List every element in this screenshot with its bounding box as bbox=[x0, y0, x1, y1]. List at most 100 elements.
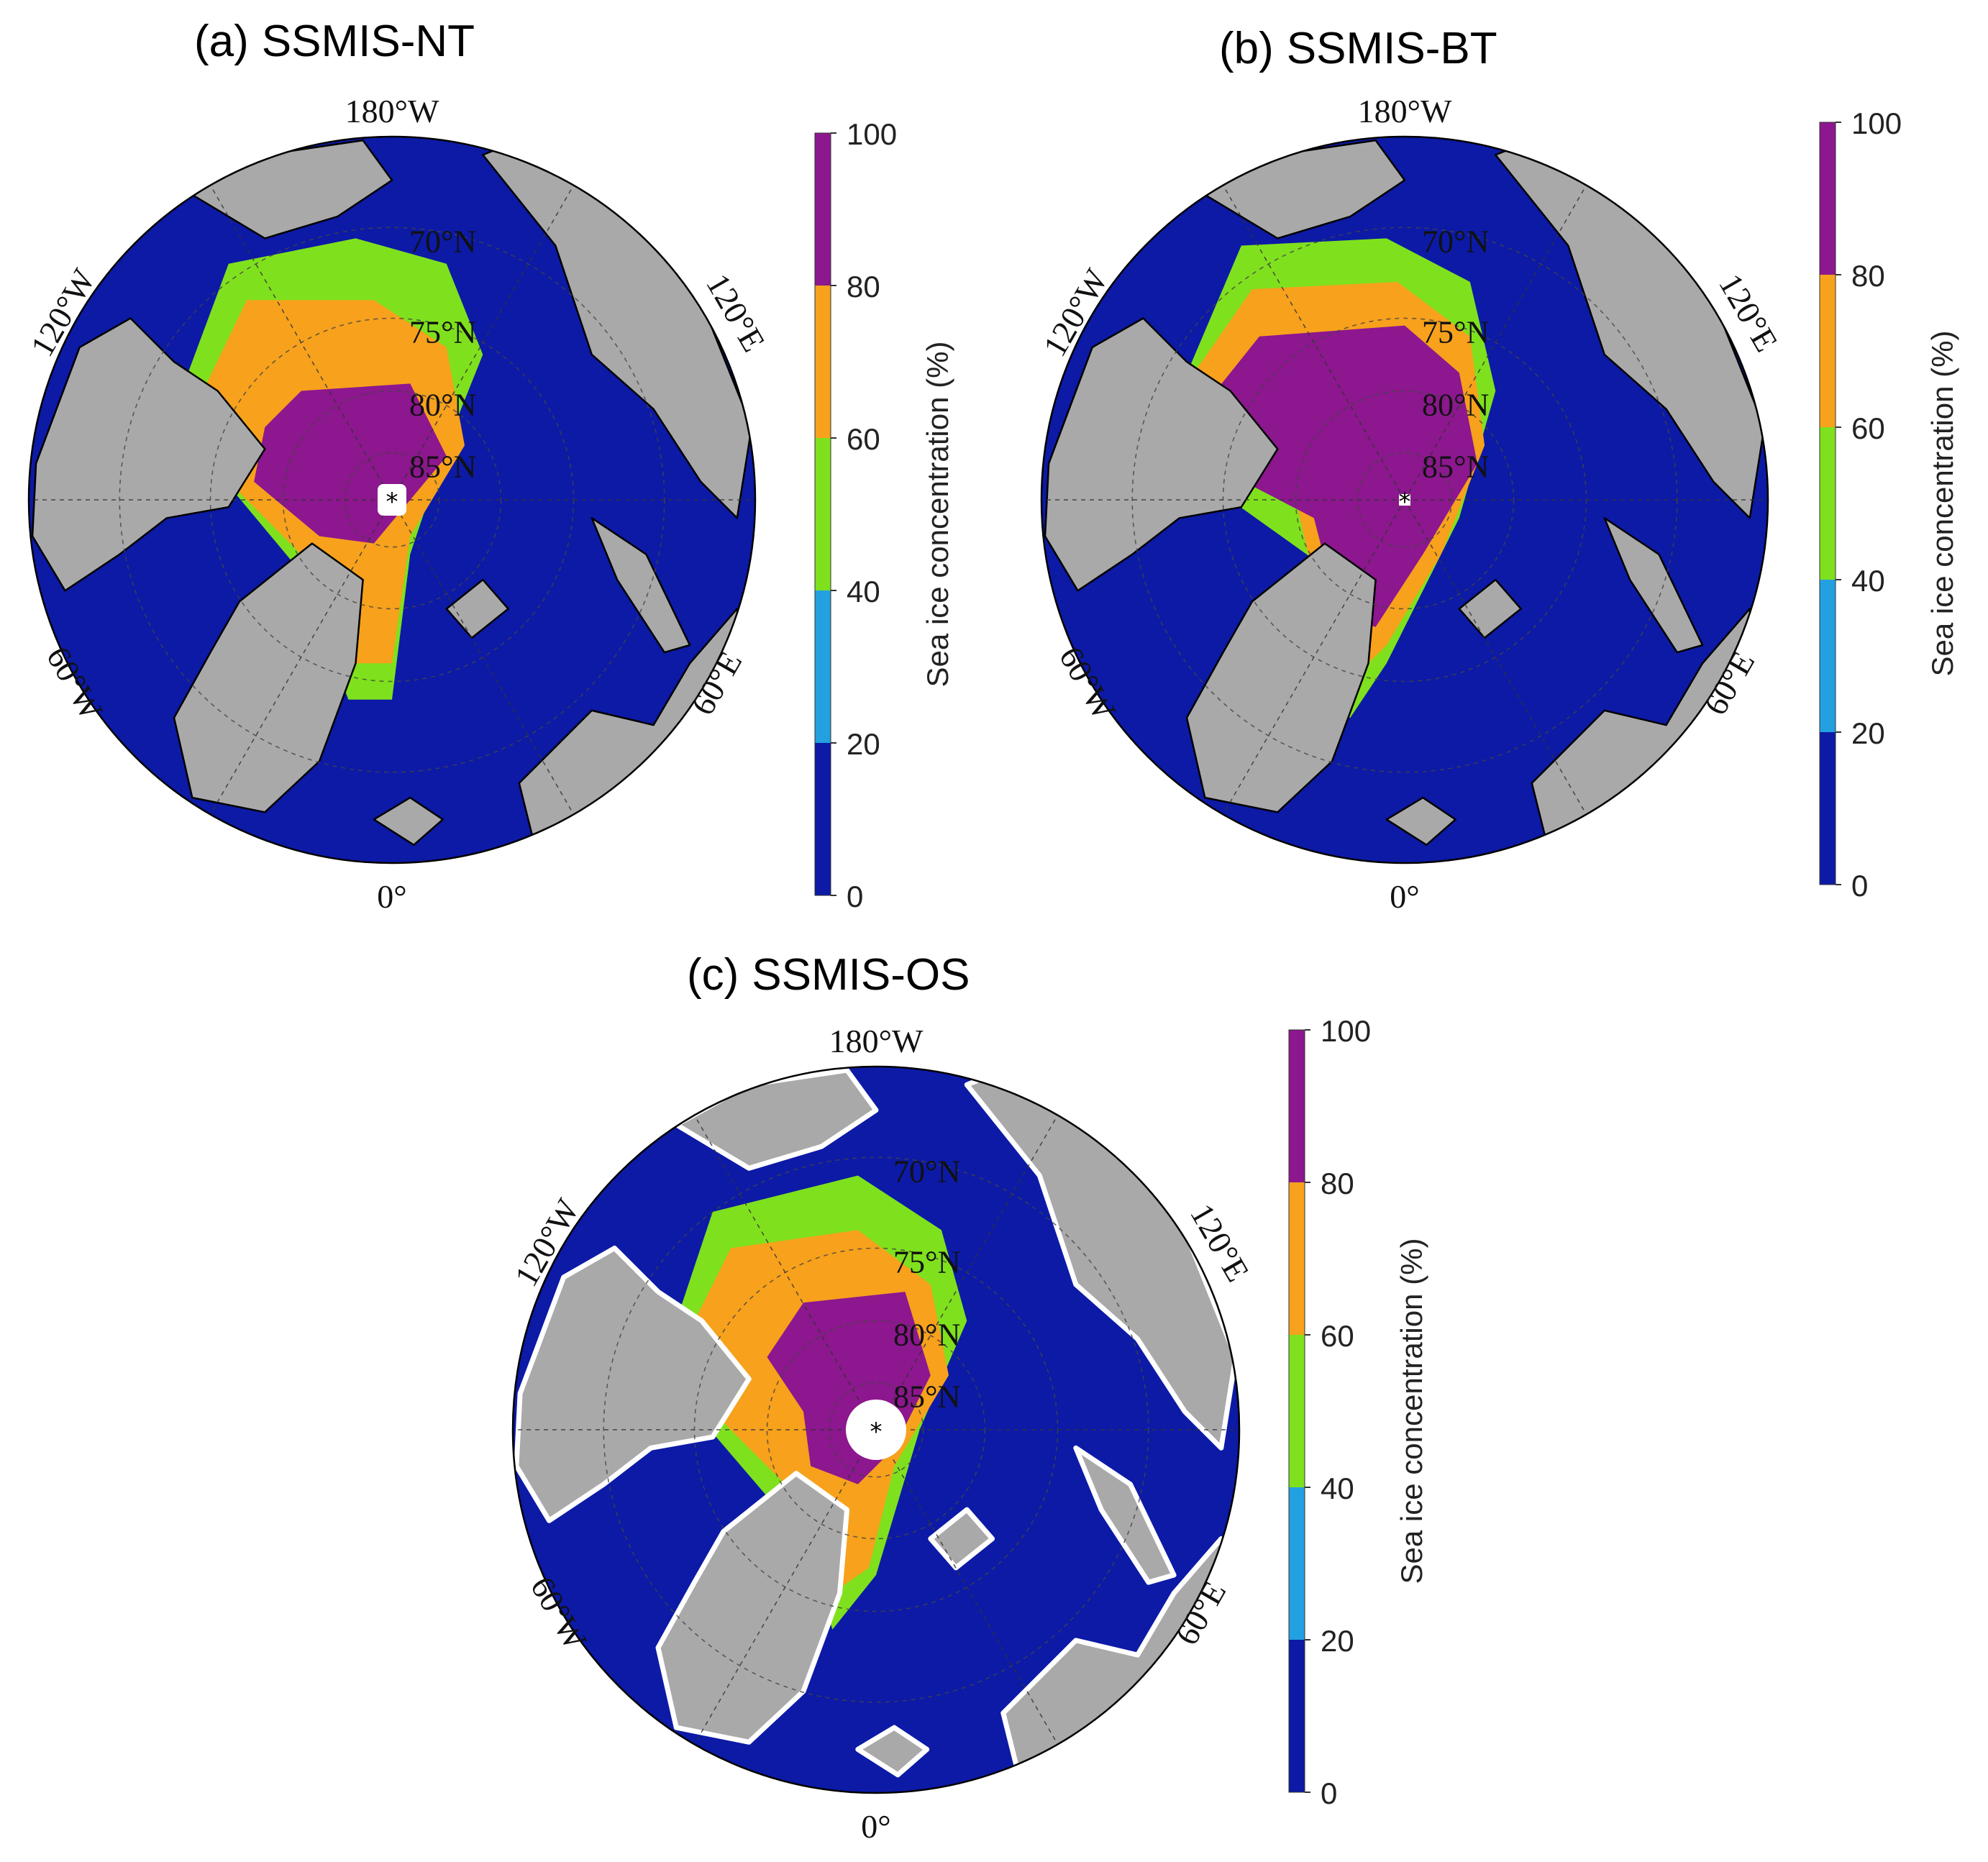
meridian-line bbox=[209, 185, 393, 501]
panel-tag: (b) bbox=[1219, 24, 1274, 73]
pole-marker: * bbox=[386, 488, 398, 516]
map-border bbox=[27, 135, 757, 864]
colorbar-segment bbox=[815, 438, 831, 590]
latitude-label: 75°N bbox=[893, 1245, 960, 1280]
latitude-label: 85°N bbox=[409, 449, 476, 484]
latitude-circle bbox=[119, 227, 665, 773]
meridian-line bbox=[209, 499, 393, 815]
colorbar-segment bbox=[1820, 275, 1836, 427]
latitude-label: 70°N bbox=[409, 224, 476, 259]
latitude-label: 75°N bbox=[409, 315, 476, 350]
land-greenland bbox=[173, 542, 364, 813]
colorbar-segment bbox=[1820, 427, 1836, 580]
colorbar-tick-label: 0 bbox=[847, 880, 863, 913]
map-border bbox=[511, 1065, 1241, 1794]
colorbar-title: Sea ice concentration (%) bbox=[1925, 331, 1959, 677]
colorbar-frame bbox=[1288, 1029, 1305, 1793]
latitude-label: 80°N bbox=[893, 1318, 960, 1353]
longitude-label-top: 180°W bbox=[345, 93, 439, 129]
land-greenland bbox=[655, 1471, 850, 1745]
pole-hole bbox=[378, 484, 406, 516]
latitude-label: 70°N bbox=[893, 1154, 960, 1189]
land-svalbard bbox=[445, 578, 509, 639]
colorbar-a: 0 20 40 60 80 100 Sea ice concentration (%) bbox=[814, 117, 954, 913]
panel-name: SSMIS-BT bbox=[1286, 24, 1497, 73]
colorbar-segment bbox=[1289, 1640, 1305, 1792]
colorbar-tick-label: 60 bbox=[847, 422, 880, 456]
colorbar-segment bbox=[1289, 1487, 1305, 1640]
meridian-line bbox=[875, 1429, 1059, 1745]
colorbar-segment bbox=[815, 133, 831, 286]
latitude-circle bbox=[1131, 227, 1678, 773]
map-layers bbox=[513, 1067, 1239, 1789]
meridian-line bbox=[1404, 185, 1587, 501]
panel-name: SSMIS-NT bbox=[261, 17, 475, 66]
longitude-label-top: 180°W bbox=[829, 1023, 924, 1059]
colorbar-segment bbox=[815, 590, 831, 743]
colorbar-tick-label: 40 bbox=[1851, 564, 1885, 598]
land-svalbard bbox=[1458, 578, 1522, 639]
meridian-line bbox=[1404, 499, 1587, 815]
latitude-circle bbox=[603, 1156, 1149, 1703]
panel-title: (a) SSMIS-NT bbox=[194, 16, 475, 67]
longitude-label-bottom: 0° bbox=[377, 878, 406, 915]
map-border bbox=[1040, 135, 1769, 864]
latitude-label: 70°N bbox=[1422, 224, 1489, 259]
meridian-line bbox=[693, 1115, 877, 1430]
colorbar-tick-label: 100 bbox=[847, 117, 897, 151]
pole-hole bbox=[846, 1400, 906, 1460]
latitude-circle bbox=[766, 1320, 986, 1540]
pole-hole bbox=[1399, 494, 1410, 506]
latitude-circle bbox=[1295, 390, 1515, 610]
longitude-label-bottom: 0° bbox=[861, 1808, 890, 1845]
panel-title: (b) SSMIS-BT bbox=[1219, 23, 1497, 74]
land-iceland bbox=[373, 796, 444, 846]
meridian-line bbox=[1222, 185, 1405, 501]
meridian-line bbox=[875, 1115, 1059, 1430]
colorbar-tick-label: 100 bbox=[1321, 1014, 1371, 1048]
colorbar-segment bbox=[1289, 1182, 1305, 1335]
panel-tag: (a) bbox=[194, 17, 249, 66]
map-layers bbox=[1041, 139, 1768, 857]
land-greenland bbox=[1185, 542, 1377, 813]
latitude-label: 85°N bbox=[1422, 449, 1489, 484]
panel-name: SSMIS-OS bbox=[752, 950, 970, 1000]
latitude-circle bbox=[282, 390, 502, 610]
colorbar-title: Sea ice concentration (%) bbox=[921, 342, 954, 688]
colorbar-tick-label: 0 bbox=[1851, 869, 1868, 903]
pole-marker: * bbox=[870, 1418, 883, 1446]
latitude-label: 75°N bbox=[1422, 315, 1489, 350]
land-canada bbox=[514, 1246, 752, 1523]
colorbar-b: 0 20 40 60 80 100 Sea ice concentration (%) bbox=[1819, 106, 1959, 903]
colorbar-segment bbox=[815, 286, 831, 438]
colorbar-tick-label: 80 bbox=[1851, 259, 1885, 293]
colorbar-segment bbox=[1289, 1030, 1305, 1182]
land-novaya bbox=[1073, 1445, 1177, 1585]
pole-marker: * bbox=[1399, 488, 1411, 516]
colorbar-tick-label: 20 bbox=[1851, 716, 1885, 750]
colorbar-segment bbox=[1820, 732, 1836, 885]
meridian-line bbox=[391, 499, 575, 815]
colorbar-segment bbox=[815, 743, 831, 895]
meridian-line bbox=[1222, 499, 1405, 815]
colorbar-tick-label: 20 bbox=[847, 727, 880, 761]
land-novaya bbox=[591, 517, 691, 654]
colorbar-tick-label: 100 bbox=[1851, 106, 1902, 140]
land-novaya bbox=[1603, 517, 1704, 654]
colorbar-tick-label: 60 bbox=[1321, 1319, 1354, 1353]
land-svalbard bbox=[928, 1507, 995, 1571]
colorbar-segment bbox=[1289, 1335, 1305, 1487]
longitude-label-top: 180°W bbox=[1358, 93, 1452, 129]
latitude-label: 80°N bbox=[409, 388, 476, 423]
colorbar-tick-label: 0 bbox=[1321, 1776, 1337, 1810]
colorbar-tick-label: 40 bbox=[847, 575, 880, 608]
colorbar-tick-label: 20 bbox=[1321, 1624, 1354, 1658]
colorbar-title: Sea ice concentration (%) bbox=[1395, 1238, 1428, 1584]
land-canada bbox=[31, 317, 266, 592]
land-canada bbox=[1044, 317, 1279, 592]
panel-tag: (c) bbox=[687, 950, 739, 1000]
